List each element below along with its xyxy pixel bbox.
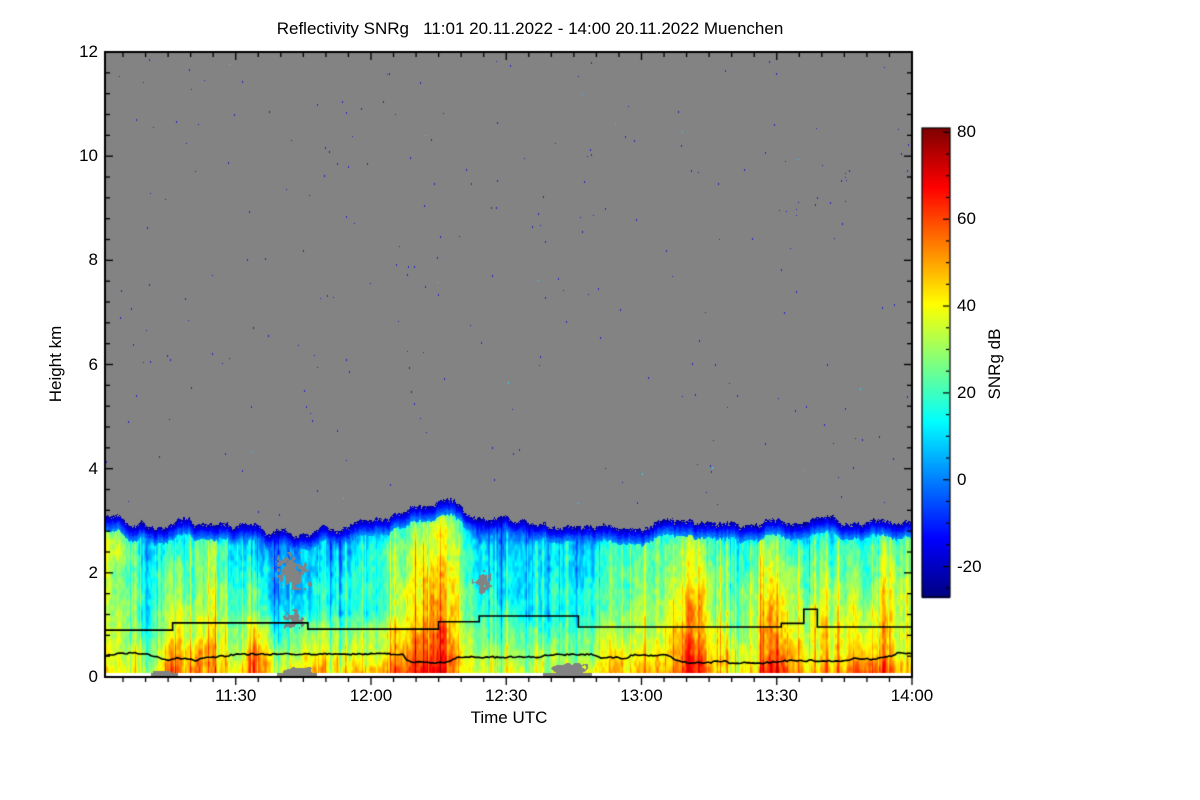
- y-tick-label: 0: [88, 667, 98, 686]
- chart-title: Reflectivity SNRg 11:01 20.11.2022 - 14:…: [276, 19, 784, 38]
- colorbar-tick-label: 0: [957, 469, 967, 489]
- x-tick-label: 13:00: [620, 686, 663, 705]
- y-tick-label: 4: [88, 458, 98, 478]
- y-tick-label: 8: [88, 250, 98, 270]
- y-tick-label: 10: [79, 146, 98, 166]
- x-tick-label: 14:00: [890, 686, 934, 705]
- x-tick-label: 13:30: [755, 686, 798, 705]
- x-tick-label: 12:30: [484, 686, 528, 705]
- y-tick-label: 6: [88, 354, 98, 374]
- colorbar-tick-label: 60: [957, 209, 976, 229]
- x-tick-label: 12:00: [349, 686, 393, 705]
- y-tick-label: 12: [79, 42, 98, 61]
- colorbar-tick-label: 80: [957, 122, 976, 142]
- colorbar-tick-label: -20: [957, 556, 982, 576]
- colorbar-tick-label: 20: [957, 382, 976, 402]
- y-tick-label: 2: [88, 562, 98, 582]
- colorbar-tick-label: 40: [957, 296, 976, 316]
- x-tick-label: 11:30: [215, 686, 257, 705]
- x-axis-label: Time UTC: [470, 708, 548, 727]
